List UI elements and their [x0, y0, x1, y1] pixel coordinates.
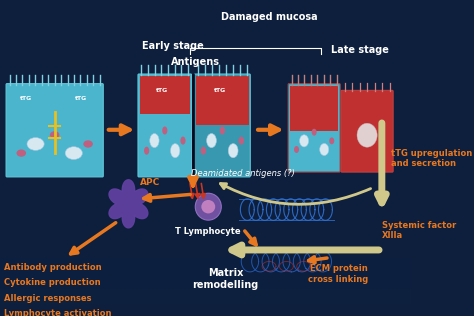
Text: APC: APC: [140, 178, 160, 187]
FancyBboxPatch shape: [194, 74, 250, 177]
Ellipse shape: [150, 134, 159, 148]
Bar: [0, 182, 411, 198]
Text: Antibody production: Antibody production: [4, 263, 102, 272]
Bar: [0, 61, 411, 76]
Bar: [196, 76, 248, 125]
FancyBboxPatch shape: [6, 84, 103, 177]
Text: tTG upregulation
and secretion: tTG upregulation and secretion: [391, 149, 472, 168]
Text: Late stage: Late stage: [331, 45, 389, 55]
FancyBboxPatch shape: [138, 74, 191, 177]
Bar: [0, 213, 411, 228]
Ellipse shape: [181, 137, 185, 145]
Text: Antigens: Antigens: [171, 57, 220, 67]
Ellipse shape: [311, 129, 317, 136]
Text: Early stage: Early stage: [142, 41, 203, 51]
Ellipse shape: [294, 146, 299, 153]
Ellipse shape: [162, 126, 167, 135]
Bar: [0, 91, 411, 106]
Ellipse shape: [144, 147, 149, 155]
Text: Damaged mucosa: Damaged mucosa: [221, 12, 317, 22]
Bar: [0, 152, 411, 167]
FancyBboxPatch shape: [341, 90, 393, 172]
Bar: [0, 30, 411, 46]
Ellipse shape: [171, 144, 180, 158]
Ellipse shape: [219, 126, 225, 135]
FancyBboxPatch shape: [288, 84, 340, 172]
Bar: [0, 273, 411, 289]
Text: Lymphocyte activation: Lymphocyte activation: [4, 309, 112, 316]
Text: T Lymphocyte: T Lymphocyte: [175, 227, 241, 236]
Bar: [0, 167, 411, 182]
Bar: [0, 258, 411, 273]
Text: Deamidated antigens (?): Deamidated antigens (?): [191, 168, 295, 178]
Ellipse shape: [207, 134, 216, 148]
Ellipse shape: [83, 140, 93, 148]
Bar: [140, 76, 190, 114]
Ellipse shape: [27, 137, 44, 150]
Ellipse shape: [50, 131, 59, 138]
Text: Matrix
remodelling: Matrix remodelling: [192, 268, 259, 289]
Ellipse shape: [17, 149, 26, 157]
Bar: [0, 243, 411, 258]
Bar: [0, 122, 411, 137]
Text: Systemic factor
XIIIa: Systemic factor XIIIa: [382, 221, 456, 240]
Bar: [290, 86, 338, 131]
Ellipse shape: [357, 123, 377, 147]
Ellipse shape: [201, 147, 206, 155]
Bar: [0, 289, 411, 304]
Ellipse shape: [238, 137, 244, 145]
Text: tTG: tTG: [75, 96, 88, 101]
Polygon shape: [109, 180, 148, 228]
Ellipse shape: [65, 147, 82, 160]
Ellipse shape: [319, 143, 329, 155]
Ellipse shape: [201, 200, 215, 213]
Bar: [0, 15, 411, 30]
Text: tTG: tTG: [20, 96, 32, 101]
Text: ECM protein
cross linking: ECM protein cross linking: [308, 264, 369, 284]
Ellipse shape: [195, 193, 221, 220]
Bar: [0, 106, 411, 122]
Bar: [0, 137, 411, 152]
Ellipse shape: [300, 135, 309, 147]
Bar: [0, 0, 411, 15]
Text: Cytokine production: Cytokine production: [4, 278, 101, 287]
Ellipse shape: [228, 144, 238, 158]
Text: tTG: tTG: [213, 88, 226, 93]
Bar: [0, 228, 411, 243]
Bar: [0, 198, 411, 213]
Bar: [0, 76, 411, 91]
Text: Allergic responses: Allergic responses: [4, 294, 92, 302]
Ellipse shape: [329, 137, 334, 144]
Bar: [0, 46, 411, 61]
Text: tTG: tTG: [156, 88, 168, 93]
